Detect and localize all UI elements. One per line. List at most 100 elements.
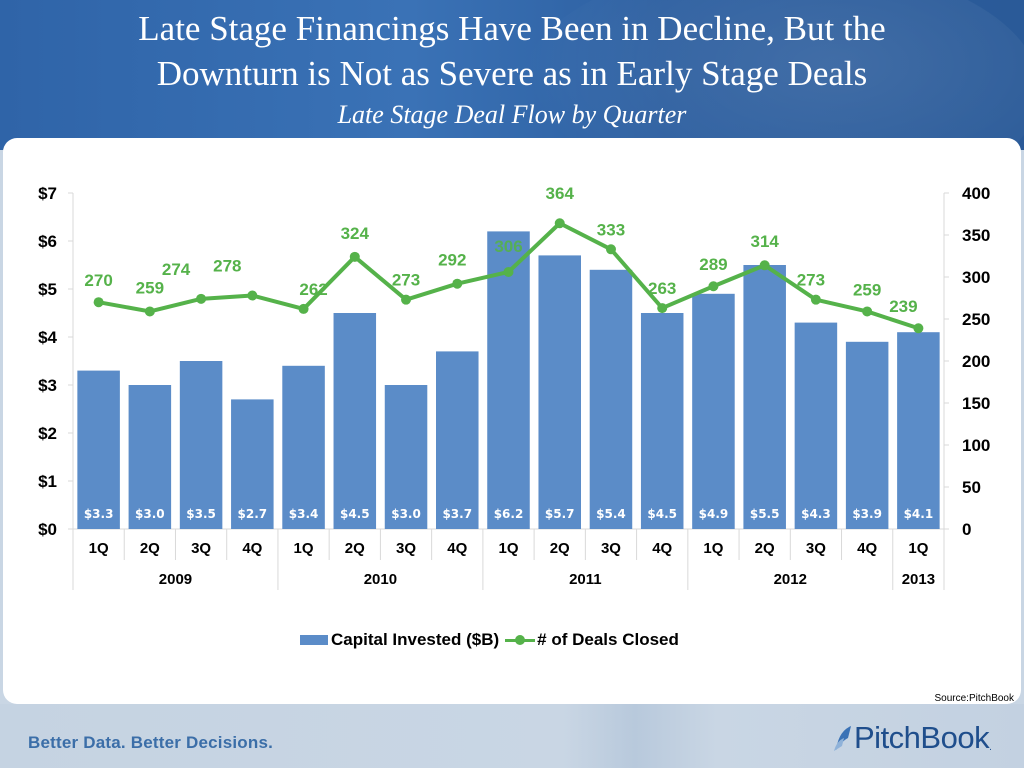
category-label: 3Q — [601, 540, 621, 557]
line-data-label: 259 — [136, 278, 164, 297]
category-label: 3Q — [191, 540, 211, 557]
bar-capital-invested — [589, 269, 633, 529]
line-point-deals-closed — [298, 303, 309, 314]
right-tick-label: 250 — [962, 310, 990, 329]
bar-capital-invested — [640, 313, 684, 529]
left-tick-label: $7 — [38, 184, 57, 203]
tagline: Better Data. Better Decisions. — [28, 733, 274, 752]
bar-capital-invested — [128, 385, 172, 529]
category-label: 4Q — [447, 540, 467, 557]
left-tick-label: $4 — [38, 328, 57, 347]
bar-data-label: $5.5 — [750, 507, 780, 521]
bar-data-label: $3.0 — [135, 507, 165, 521]
left-tick-label: $6 — [38, 232, 57, 251]
bar-capital-invested — [743, 265, 786, 529]
line-data-label: 262 — [299, 280, 327, 299]
bar-data-label: $3.5 — [186, 507, 216, 521]
line-data-label: 333 — [597, 220, 625, 239]
line-point-deals-closed — [605, 244, 616, 255]
right-tick-label: 150 — [962, 394, 990, 413]
line-data-label: 239 — [889, 297, 917, 316]
category-label: 2Q — [550, 540, 570, 557]
bar-capital-invested — [179, 361, 223, 529]
category-label: 1Q — [294, 540, 314, 557]
bar-data-label: $6.2 — [494, 507, 524, 521]
bar-capital-invested — [692, 293, 735, 529]
left-tick-label: $2 — [38, 424, 57, 443]
category-label: 4Q — [652, 540, 672, 557]
right-tick-label: 300 — [962, 268, 990, 287]
line-data-label: 273 — [797, 271, 825, 290]
page-title-line2: Downturn is Not as Severe as in Early St… — [156, 54, 868, 93]
category-label: 3Q — [806, 540, 826, 557]
line-data-label: 274 — [162, 260, 191, 279]
line-point-deals-closed — [810, 294, 821, 305]
line-data-label: 306 — [494, 237, 522, 256]
line-point-deals-closed — [144, 306, 155, 317]
line-data-label: 324 — [341, 224, 370, 243]
year-label: 2013 — [902, 571, 935, 588]
line-data-label: 292 — [438, 251, 466, 270]
bar-data-label: $3.7 — [442, 507, 472, 521]
page-title-line1: Late Stage Financings Have Been in Decli… — [138, 9, 886, 48]
line-data-label: 314 — [750, 232, 779, 251]
right-tick-label: 350 — [962, 226, 990, 245]
bar-capital-invested — [333, 313, 377, 529]
line-data-label: 259 — [853, 280, 881, 299]
left-tick-label: $3 — [38, 376, 57, 395]
line-point-deals-closed — [708, 281, 719, 292]
category-label: 4Q — [857, 540, 877, 557]
line-point-deals-closed — [503, 266, 514, 277]
year-label: 2009 — [159, 571, 192, 588]
line-point-deals-closed — [862, 306, 873, 317]
source-note: Source:PitchBook — [934, 693, 1015, 704]
line-point-deals-closed — [247, 290, 258, 301]
bar-capital-invested — [845, 341, 889, 529]
legend-line-swatch — [505, 634, 536, 646]
line-data-label: 364 — [546, 184, 575, 203]
line-point-deals-closed — [196, 293, 207, 304]
bar-data-label: $4.3 — [801, 507, 831, 521]
left-tick-label: $5 — [38, 280, 57, 299]
bar-data-label: $3.4 — [289, 507, 319, 521]
bar-data-label: $4.1 — [904, 507, 934, 521]
category-label: 1Q — [498, 540, 518, 557]
left-tick-label: $1 — [38, 472, 57, 491]
pitchbook-logo: PitchBook . — [832, 720, 992, 756]
bar-data-label: $3.3 — [84, 507, 114, 521]
bar-data-label: $3.9 — [852, 507, 882, 521]
header-banner — [0, 0, 1024, 220]
line-point-deals-closed — [349, 251, 360, 262]
category-label: 1Q — [89, 540, 109, 557]
left-tick-label: $0 — [38, 520, 57, 539]
line-point-deals-closed — [401, 294, 412, 305]
line-data-label: 289 — [699, 255, 727, 274]
bar-capital-invested — [436, 351, 479, 529]
legend-bar-swatch — [300, 635, 328, 645]
legend-bar-label: Capital Invested ($B) — [331, 630, 500, 649]
right-tick-label: 50 — [962, 478, 981, 497]
bar-data-label: $5.7 — [545, 507, 575, 521]
line-point-deals-closed — [554, 218, 565, 229]
bar-data-label: $4.9 — [699, 507, 729, 521]
bar-data-label: $5.4 — [596, 507, 626, 521]
right-tick-label: 400 — [962, 184, 990, 203]
line-point-deals-closed — [93, 297, 104, 308]
category-label: 1Q — [908, 540, 928, 557]
line-point-deals-closed — [913, 323, 924, 334]
category-label: 4Q — [242, 540, 262, 557]
year-label: 2012 — [774, 571, 807, 588]
bar-capital-invested — [538, 255, 581, 529]
bar-data-label: $4.5 — [647, 507, 677, 521]
bar-capital-invested — [897, 332, 940, 529]
year-label: 2010 — [364, 571, 397, 588]
logo-text: PitchBook — [854, 720, 990, 755]
category-label: 2Q — [140, 540, 160, 557]
footer-banner — [0, 704, 1024, 768]
right-tick-label: 200 — [962, 352, 990, 371]
line-point-deals-closed — [657, 303, 668, 314]
chart-legend: Capital Invested ($B) # of Deals Closed — [300, 630, 679, 650]
line-data-label: 278 — [213, 256, 241, 275]
right-tick-label: 100 — [962, 436, 990, 455]
bar-data-label: $4.5 — [340, 507, 370, 521]
